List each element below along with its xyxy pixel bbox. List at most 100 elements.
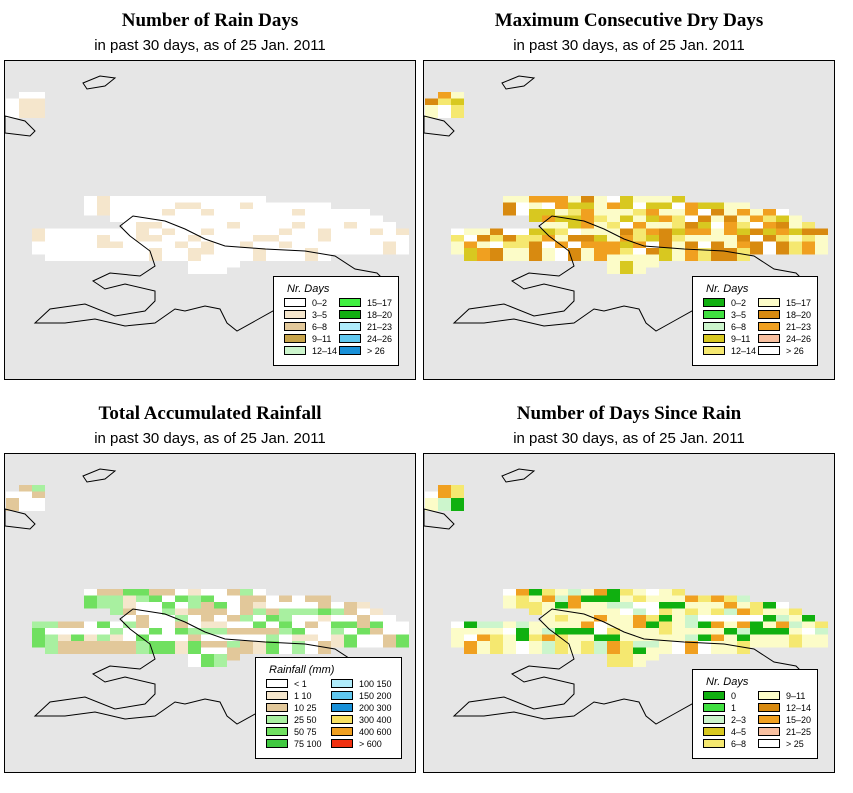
- grid-cell: [698, 248, 711, 261]
- grid-cell: [802, 634, 815, 648]
- grid-cell: [503, 641, 516, 654]
- legend-label: 21–23: [367, 322, 393, 332]
- legend-swatch: [703, 727, 725, 736]
- grid-cell: [451, 498, 464, 511]
- legend-label: 18–20: [367, 310, 393, 320]
- legend-swatch: [266, 679, 288, 688]
- legend-label: 3–5: [312, 310, 328, 320]
- coastline-cuba: [424, 115, 455, 137]
- grid-cell: [58, 641, 71, 654]
- grid-cell: [477, 248, 490, 261]
- grid-cell: [32, 498, 45, 511]
- grid-cell: [266, 248, 279, 261]
- legend-label: > 25: [786, 739, 804, 749]
- grid-cell: [97, 641, 110, 654]
- grid-cell: [542, 641, 555, 654]
- legend-label: 24–26: [367, 334, 393, 344]
- legend-swatch: [703, 703, 725, 712]
- grid-cell: [542, 248, 555, 261]
- grid-cell: [32, 634, 45, 648]
- legend-label: 100 150: [359, 679, 392, 689]
- grid-cell: [123, 641, 136, 654]
- grid-cell: [214, 261, 227, 274]
- grid-cell: [227, 647, 240, 661]
- grid-cell: [425, 498, 438, 511]
- grid-cell: [763, 634, 776, 648]
- legend-label: 15–17: [786, 298, 812, 308]
- legend-label: 6–8: [731, 322, 747, 332]
- legend-label: 25 50: [294, 715, 317, 725]
- grid-cell: [724, 248, 737, 261]
- grid-cell: [698, 641, 711, 654]
- legend-swatch: [758, 322, 780, 331]
- grid-cell: [464, 248, 477, 261]
- legend-label: 2–3: [731, 715, 747, 725]
- grid-cell: [227, 254, 240, 268]
- legend-label: < 1: [294, 679, 307, 689]
- legend-swatch: [703, 298, 725, 307]
- legend-label: 15–20: [786, 715, 812, 725]
- legend-swatch: [758, 334, 780, 343]
- grid-cell: [136, 248, 149, 261]
- grid-cell: [370, 241, 383, 255]
- grid-cell: [685, 248, 698, 261]
- grid-cell: [594, 248, 607, 261]
- grid-cell: [776, 241, 789, 255]
- grid-cell: [6, 105, 19, 118]
- legend-swatch: [703, 691, 725, 700]
- legend-title: Nr. Days: [706, 676, 749, 688]
- legend-label: 50 75: [294, 727, 317, 737]
- grid-cell: [503, 595, 516, 609]
- grid-cell: [110, 641, 123, 654]
- grid-cell: [659, 641, 672, 654]
- coastline-inagua: [82, 75, 117, 90]
- grid-cell: [110, 209, 123, 222]
- legend-swatch: [339, 310, 361, 319]
- grid-cell: [750, 241, 763, 255]
- legend-label: 12–14: [786, 703, 812, 713]
- panel-rain-days: Number of Rain Days in past 30 days, as …: [4, 0, 416, 380]
- legend-swatch: [339, 322, 361, 331]
- grid-cell: [438, 105, 451, 118]
- grid-cell: [529, 641, 542, 654]
- legend-label: 3–5: [731, 310, 747, 320]
- grid-cell: [633, 261, 646, 274]
- coastline-cuba: [5, 508, 36, 530]
- legend-swatch: [266, 691, 288, 700]
- coastline-cuba: [424, 508, 455, 530]
- map-legend: Nr. Days 0–2 3–5 6–8 9–11 12–14 15–17 18…: [692, 276, 818, 366]
- grid-cell: [188, 654, 201, 667]
- map-frame: Rainfall (mm) < 1 1 10 10 25 25 50 50 75…: [4, 453, 416, 773]
- legend-label: > 26: [786, 346, 804, 356]
- legend-swatch: [703, 739, 725, 748]
- grid-cell: [516, 641, 529, 654]
- map-frame: Nr. Days 0–2 3–5 6–8 9–11 12–14 15–17 18…: [4, 60, 416, 380]
- legend-label: 18–20: [786, 310, 812, 320]
- legend-swatch: [758, 691, 780, 700]
- grid-cell: [331, 241, 344, 255]
- legend-swatch: [703, 322, 725, 331]
- legend-swatch: [331, 691, 353, 700]
- grid-cell: [529, 248, 542, 261]
- legend-label: 12–14: [312, 346, 338, 356]
- legend-label: 300 400: [359, 715, 392, 725]
- grid-cell: [201, 654, 214, 667]
- grid-cell: [305, 641, 318, 654]
- legend-label: 6–8: [731, 739, 747, 749]
- coastline-cuba: [5, 115, 36, 137]
- grid-cell: [529, 602, 542, 615]
- grid-cell: [383, 634, 396, 648]
- grid-cell: [672, 248, 685, 261]
- grid-cell: [490, 248, 503, 261]
- legend-swatch: [339, 334, 361, 343]
- legend-swatch: [703, 346, 725, 355]
- grid-cell: [45, 248, 58, 261]
- legend-swatch: [758, 703, 780, 712]
- grid-cell: [240, 248, 253, 261]
- grid-cell: [357, 241, 370, 255]
- coastline: [33, 215, 396, 332]
- grid-cell: [214, 654, 227, 667]
- grid-cell: [529, 209, 542, 222]
- grid-cell: [581, 641, 594, 654]
- panel-title: Total Accumulated Rainfall: [98, 403, 322, 424]
